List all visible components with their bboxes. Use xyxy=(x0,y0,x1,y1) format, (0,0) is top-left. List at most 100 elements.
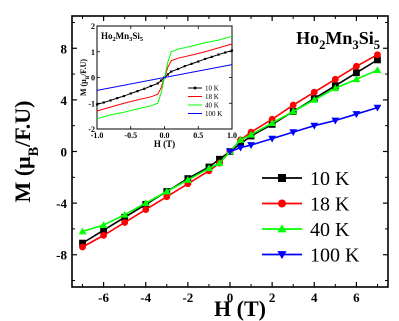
legend-label: 100 K xyxy=(310,245,360,267)
legend-label: 10 K xyxy=(310,168,350,190)
inset-data-point xyxy=(156,82,159,85)
data-point xyxy=(236,135,245,143)
data-point xyxy=(268,119,277,126)
data-point xyxy=(374,56,381,64)
inset-data-point xyxy=(149,84,153,88)
inset-legend-item: 40 K xyxy=(188,102,219,110)
inset-legend-item: 18 K xyxy=(188,93,219,101)
inset-data-point xyxy=(176,67,180,71)
y-tick-label: -8 xyxy=(56,248,67,263)
inset-data-point xyxy=(210,55,213,58)
inset-legend-marker xyxy=(193,86,197,90)
x-axis-label: H (T) xyxy=(214,296,266,321)
inset-x-axis-label: H (T) xyxy=(154,139,175,149)
legend-item: 18 K xyxy=(262,194,350,216)
data-point xyxy=(121,219,129,226)
data-point xyxy=(78,227,87,235)
legend-item: 40 K xyxy=(262,219,350,241)
data-point xyxy=(373,104,382,112)
inset-series-line xyxy=(96,64,233,91)
data-point xyxy=(236,144,245,152)
data-point xyxy=(215,159,224,167)
inset-data-point xyxy=(183,65,186,68)
y-tick-label: 4 xyxy=(61,93,68,108)
legend-marker xyxy=(278,199,286,208)
inset-data-point xyxy=(129,92,132,95)
inset-x-tick-label: 1.0 xyxy=(227,131,237,140)
data-point xyxy=(352,111,361,118)
data-point xyxy=(331,84,340,92)
data-point xyxy=(226,148,234,156)
x-tick-label: 6 xyxy=(353,290,360,305)
series-100k xyxy=(226,104,382,156)
inset-x-tick-label: 0.0 xyxy=(160,131,170,140)
y-axis-label: M (μB/F.U) xyxy=(10,101,42,203)
inset-plot: -1.0 -0.5 0.0 0.5 1.0 -2 -1 0 1 2 H (T) M (μB/F.U) H… xyxy=(79,22,237,149)
inset-y-tick-label: -1 xyxy=(88,99,95,108)
data-point xyxy=(353,62,360,70)
inset-data-point xyxy=(116,97,119,100)
inset-data-point xyxy=(143,87,146,90)
data-point xyxy=(352,75,361,83)
data-point xyxy=(310,95,319,103)
legend-item: 10 K xyxy=(262,168,350,190)
data-point xyxy=(374,51,381,59)
inset-data-point xyxy=(95,103,99,106)
inset-data-point xyxy=(136,90,139,93)
data-point xyxy=(183,175,192,183)
x-tick-label: -2 xyxy=(182,290,193,305)
inset-y-tick-label: 1 xyxy=(91,48,95,57)
data-point xyxy=(310,122,319,130)
y-tick-label: 0 xyxy=(61,145,68,160)
data-point xyxy=(247,142,255,149)
data-point xyxy=(100,226,107,234)
data-point xyxy=(120,210,129,218)
inset-data-point xyxy=(160,79,163,82)
inset-legend-item: 100 K xyxy=(188,110,222,118)
inset-data-point xyxy=(166,73,169,76)
inset-data-point xyxy=(197,60,200,63)
data-point xyxy=(205,164,213,172)
inset-data-point xyxy=(217,53,220,56)
legend-label: 40 K xyxy=(310,219,350,241)
x-tick-label: 4 xyxy=(311,290,318,305)
inset-data-point xyxy=(230,49,234,52)
inset-series-100k xyxy=(96,64,233,91)
legend-marker xyxy=(277,251,287,260)
data-point xyxy=(237,140,244,148)
x-tick-label: -4 xyxy=(140,290,151,305)
legend-item: 100 K xyxy=(262,245,360,267)
inset-data-point xyxy=(170,70,173,73)
inset-x-tick-label: -1.0 xyxy=(91,131,104,140)
y-tick-label: -4 xyxy=(56,196,67,211)
inset-data-point xyxy=(190,62,193,65)
y-tick-label: 8 xyxy=(61,41,68,56)
inset-legend-item: 10 K xyxy=(188,85,219,93)
main-plot: -6 -4 -2 0 2 4 6 -8 -4 0 4 8 H (T) M (μB/F.U) Ho2Mn3Si… xyxy=(10,15,389,321)
legend-marker xyxy=(278,174,286,182)
inset-y-tick-label: 0 xyxy=(91,74,95,83)
data-point xyxy=(373,66,382,74)
data-point xyxy=(310,88,318,96)
data-point xyxy=(331,117,340,125)
data-point xyxy=(141,199,150,207)
inset-y-tick-label: -2 xyxy=(88,125,95,134)
data-point xyxy=(289,129,298,137)
inset-title: Ho2Mn3Si5 xyxy=(101,31,143,43)
x-tick-label: -6 xyxy=(98,290,109,305)
data-point xyxy=(247,130,255,138)
inset-data-point xyxy=(224,51,227,54)
data-point xyxy=(289,107,298,115)
inset-legend-label: 10 K xyxy=(205,85,219,93)
data-point xyxy=(79,243,86,251)
inset-legend-label: 40 K xyxy=(205,102,219,110)
data-point xyxy=(142,206,150,213)
inset-data-point xyxy=(203,57,207,61)
inset-data-point xyxy=(109,99,112,102)
data-point xyxy=(331,75,339,83)
inset-y-axis-label: M (μB/F.U) xyxy=(79,59,91,96)
inset-data-point xyxy=(122,94,126,98)
x-tick-label: 0 xyxy=(227,290,234,305)
